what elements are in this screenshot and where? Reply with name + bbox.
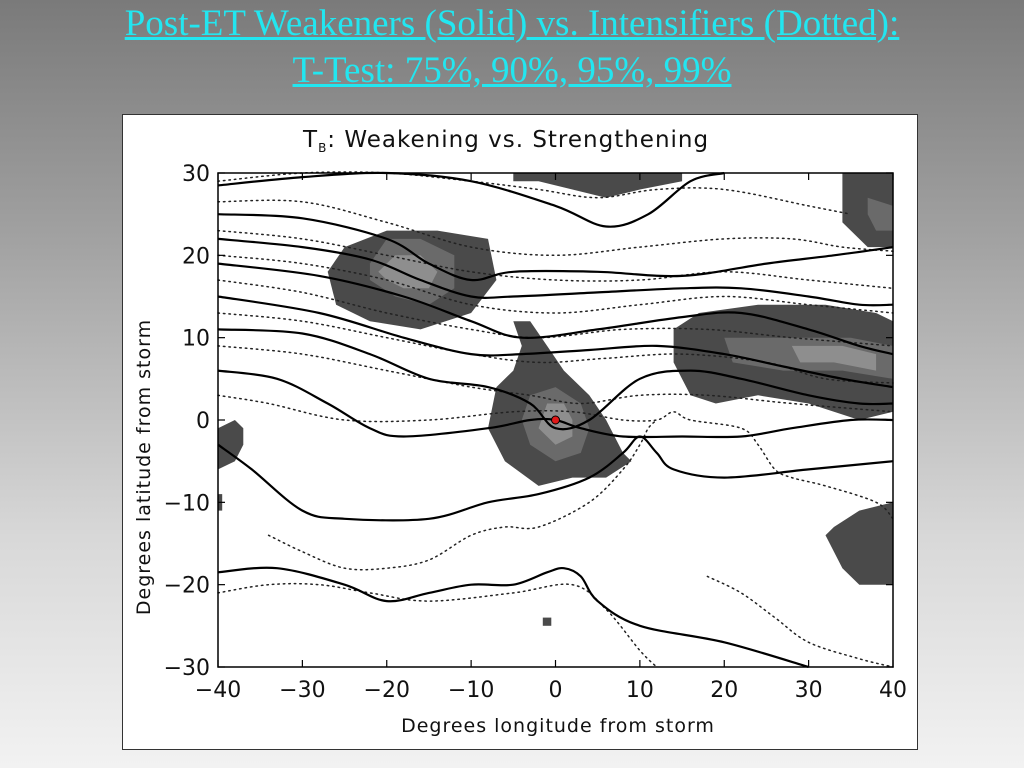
dotted-contours: [217, 171, 894, 668]
y-tick-label: −10: [164, 491, 210, 516]
dotted-contour-6: [217, 345, 894, 413]
significance-region-90-11: [867, 197, 893, 231]
x-tick-label: 10: [626, 678, 654, 703]
x-tick-label: −30: [279, 678, 325, 703]
storm-center-marker: [551, 415, 560, 425]
y-tick-label: 20: [182, 244, 210, 269]
chart-title-subscript: B: [318, 141, 327, 155]
solid-contour-4: [217, 295, 894, 389]
significance-region-75-15: [542, 617, 552, 626]
x-tick-label: −10: [448, 678, 494, 703]
chart-title: TB: Weakening vs. Strengthening: [302, 127, 709, 155]
x-tick-label: 0: [549, 678, 563, 703]
dotted-contour-2: [217, 229, 894, 290]
chart-title-rest: : Weakening vs. Strengthening: [327, 127, 709, 153]
x-axis-label: Degrees longitude from storm: [401, 715, 715, 737]
y-tick-label: 10: [182, 327, 210, 352]
solid-contour-5: [217, 328, 894, 431]
x-tick-label: 30: [795, 678, 823, 703]
solid-contour-2: [217, 237, 894, 307]
dotted-contour-0: [217, 171, 852, 215]
solid-contour-8: [217, 566, 809, 669]
dotted-contour-9: [217, 582, 658, 668]
y-tick-label: −20: [164, 574, 210, 599]
chart-svg: TB: Weakening vs. Strengthening −40 −30 −2…: [133, 127, 907, 737]
x-axis-ticks: −40 −30 −20 −10 0 10 20 30 40: [195, 173, 907, 703]
y-axis-ticks: −30 −20 −10 0 10 20 30: [164, 162, 893, 681]
storm-center-layer: [551, 415, 560, 425]
slide-title: Post-ET Weakeners (Solid) vs. Intensifie…: [0, 0, 1024, 94]
y-axis-label: Degrees latitude from storm: [133, 319, 155, 615]
x-tick-label: 40: [879, 678, 907, 703]
solid-contour-1: [217, 213, 894, 282]
x-tick-label: 20: [710, 678, 738, 703]
x-tick-label: −20: [364, 678, 410, 703]
y-tick-label: 30: [182, 162, 210, 187]
slide-title-line-1: Post-ET Weakeners (Solid) vs. Intensifie…: [124, 3, 900, 44]
chart-title-main: T: [302, 127, 318, 153]
dotted-contour-10: [706, 575, 894, 668]
dotted-contour-7: [217, 394, 894, 520]
significance-region-95-8: [791, 345, 877, 371]
dotted-contour-8: [267, 419, 658, 571]
significance-region-75-12: [218, 420, 244, 470]
y-tick-label: 0: [196, 409, 210, 434]
solid-contour-0: [217, 171, 725, 228]
solid-contour-3: [217, 262, 894, 356]
significance-shading: [218, 173, 893, 626]
significance-region-75-14: [825, 502, 893, 585]
solid-contour-7: [217, 435, 894, 522]
slide-title-line-2: T-Test: 75%, 90%, 95%, 99%: [292, 50, 732, 91]
chart-frame: TB: Weakening vs. Strengthening −40 −30 −2…: [122, 114, 918, 750]
y-tick-label: −30: [164, 656, 210, 681]
dotted-contour-1: [217, 199, 894, 257]
x-tick-label: −40: [195, 678, 241, 703]
dotted-contour-3: [217, 254, 894, 314]
significance-region-75-9: [513, 173, 683, 198]
